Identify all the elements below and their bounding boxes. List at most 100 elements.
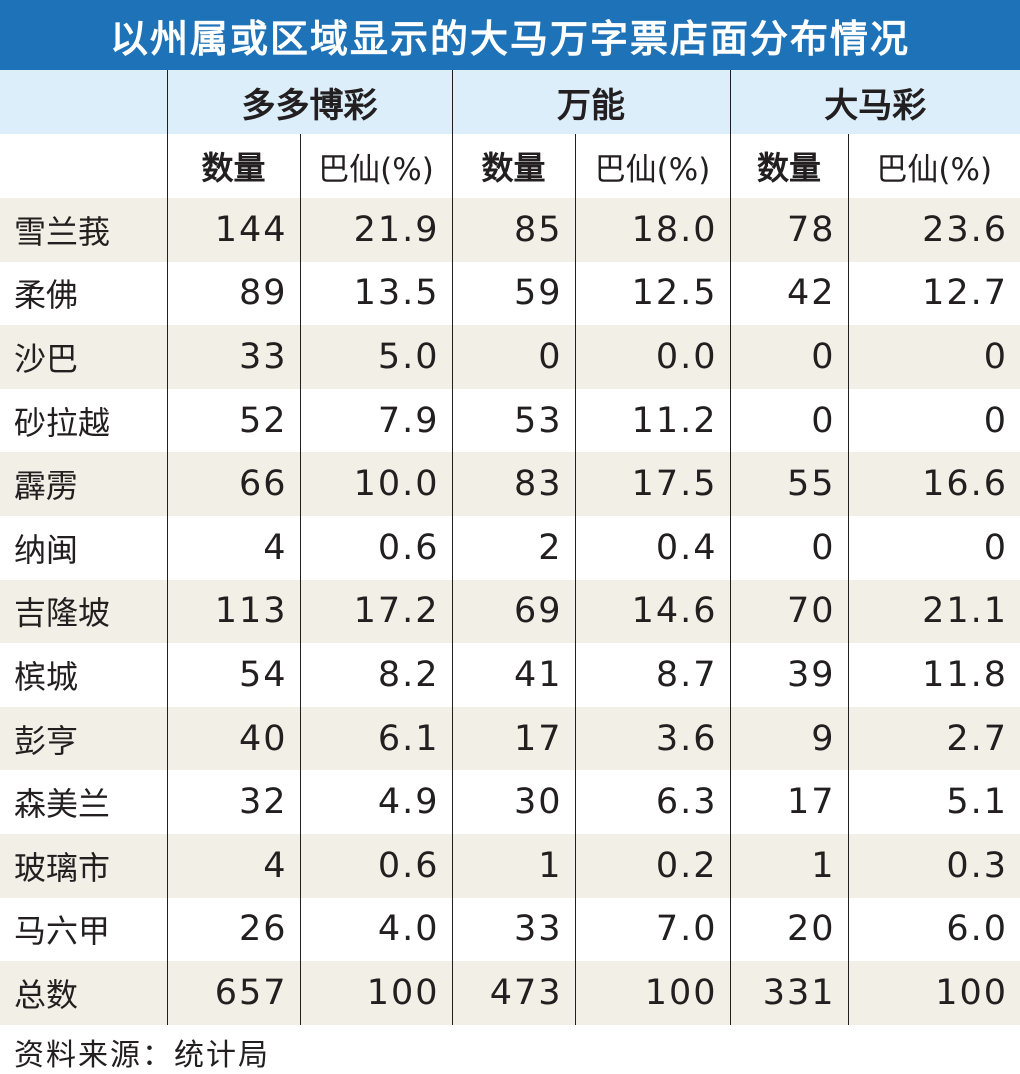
- table-row: 雪兰莪 144 21.9 85 18.0 78 23.6: [0, 198, 1020, 262]
- sub-header-row: 数量 巴仙(%) 数量 巴仙(%) 数量 巴仙(%): [0, 134, 1020, 198]
- count-cell: 41: [451, 643, 575, 707]
- state-name-cell: 霹雳: [0, 452, 167, 516]
- percent-cell: 4.9: [299, 770, 452, 834]
- count-cell: 39: [729, 643, 848, 707]
- count-cell: 83: [451, 452, 575, 516]
- percent-cell: 16.6: [847, 452, 1020, 516]
- percent-cell: 0: [847, 388, 1020, 453]
- count-cell: 17: [451, 706, 575, 771]
- count-cell: 17: [729, 770, 848, 834]
- count-cell: 4: [166, 833, 300, 898]
- count-header: 数量: [166, 134, 300, 198]
- table-row: 霹雳 66 10.0 83 17.5 55 16.6: [0, 452, 1020, 516]
- corner-cell: [0, 134, 167, 198]
- percent-header: 巴仙(%): [574, 134, 730, 198]
- percent-cell: 100: [574, 961, 730, 1025]
- group-header-row: 多多博彩 万能 大马彩: [0, 70, 1020, 134]
- percent-cell: 17.5: [574, 452, 730, 516]
- count-header: 数量: [729, 134, 848, 198]
- percent-cell: 3.6: [574, 706, 730, 771]
- table-row: 沙巴 33 5.0 0 0.0 0 0: [0, 325, 1020, 389]
- table-row: 马六甲 26 4.0 33 7.0 20 6.0: [0, 897, 1020, 962]
- percent-cell: 13.5: [299, 261, 452, 326]
- percent-cell: 4.0: [299, 897, 452, 962]
- percent-cell: 0: [847, 325, 1020, 389]
- group-header-dudu: 多多博彩: [166, 70, 452, 134]
- percent-header: 巴仙(%): [299, 134, 452, 198]
- group-header-wanneng: 万能: [451, 70, 730, 134]
- percent-cell: 0.2: [574, 833, 730, 898]
- percent-cell: 0: [847, 515, 1020, 580]
- count-cell: 657: [166, 961, 300, 1025]
- state-name-cell: 纳闽: [0, 515, 167, 580]
- count-cell: 33: [166, 325, 300, 389]
- state-name-cell: 柔佛: [0, 261, 167, 326]
- count-cell: 53: [451, 388, 575, 453]
- count-cell: 26: [166, 897, 300, 962]
- percent-cell: 14.6: [574, 579, 730, 644]
- percent-cell: 5.1: [847, 770, 1020, 834]
- percent-cell: 7.9: [299, 388, 452, 453]
- table-row: 总数 657 100 473 100 331 100: [0, 961, 1020, 1025]
- count-cell: 69: [451, 579, 575, 644]
- table-row: 纳闽 4 0.6 2 0.4 0 0: [0, 515, 1020, 580]
- table-row: 砂拉越 52 7.9 53 11.2 0 0: [0, 388, 1020, 453]
- percent-cell: 2.7: [847, 706, 1020, 771]
- percent-cell: 0.3: [847, 833, 1020, 898]
- count-cell: 30: [451, 770, 575, 834]
- percent-cell: 17.2: [299, 579, 452, 644]
- count-cell: 0: [729, 325, 848, 389]
- count-cell: 0: [451, 325, 575, 389]
- count-cell: 85: [451, 198, 575, 262]
- data-table: 多多博彩 万能 大马彩 数量 巴仙(%) 数量 巴仙(%) 数量 巴仙(%) 雪…: [0, 70, 1020, 1025]
- state-name-cell: 沙巴: [0, 325, 167, 389]
- count-cell: 0: [729, 388, 848, 453]
- source-note: 资料来源：统计局: [14, 1038, 270, 1073]
- count-cell: 9: [729, 706, 848, 771]
- state-name-cell: 雪兰莪: [0, 198, 167, 262]
- count-cell: 113: [166, 579, 300, 644]
- count-cell: 0: [729, 515, 848, 580]
- count-cell: 70: [729, 579, 848, 644]
- table-row: 森美兰 32 4.9 30 6.3 17 5.1: [0, 770, 1020, 834]
- count-cell: 1: [729, 833, 848, 898]
- count-cell: 331: [729, 961, 848, 1025]
- count-cell: 32: [166, 770, 300, 834]
- count-cell: 55: [729, 452, 848, 516]
- count-cell: 40: [166, 706, 300, 771]
- table-row: 玻璃市 4 0.6 1 0.2 1 0.3: [0, 833, 1020, 898]
- percent-cell: 8.2: [299, 643, 452, 707]
- percent-cell: 12.7: [847, 261, 1020, 326]
- table-title: 以州属或区域显示的大马万字票店面分布情况: [109, 16, 910, 61]
- percent-cell: 18.0: [574, 198, 730, 262]
- percent-cell: 11.8: [847, 643, 1020, 707]
- percent-cell: 7.0: [574, 897, 730, 962]
- count-cell: 144: [166, 198, 300, 262]
- count-cell: 78: [729, 198, 848, 262]
- table-row: 槟城 54 8.2 41 8.7 39 11.8: [0, 643, 1020, 707]
- count-cell: 89: [166, 261, 300, 326]
- percent-cell: 6.1: [299, 706, 452, 771]
- count-cell: 20: [729, 897, 848, 962]
- percent-cell: 0.6: [299, 833, 452, 898]
- percent-cell: 12.5: [574, 261, 730, 326]
- count-cell: 42: [729, 261, 848, 326]
- count-cell: 54: [166, 643, 300, 707]
- percent-cell: 6.3: [574, 770, 730, 834]
- percent-cell: 0.4: [574, 515, 730, 580]
- percent-cell: 21.1: [847, 579, 1020, 644]
- count-cell: 1: [451, 833, 575, 898]
- title-bar: 以州属或区域显示的大马万字票店面分布情况: [0, 0, 1020, 70]
- state-name-cell: 槟城: [0, 643, 167, 707]
- percent-cell: 0.6: [299, 515, 452, 580]
- count-cell: 52: [166, 388, 300, 453]
- count-cell: 33: [451, 897, 575, 962]
- count-cell: 59: [451, 261, 575, 326]
- percent-cell: 6.0: [847, 897, 1020, 962]
- group-header-damacai: 大马彩: [729, 70, 1020, 134]
- percent-cell: 23.6: [847, 198, 1020, 262]
- count-cell: 473: [451, 961, 575, 1025]
- table-row: 吉隆坡 113 17.2 69 14.6 70 21.1: [0, 579, 1020, 644]
- state-name-cell: 森美兰: [0, 770, 167, 834]
- percent-cell: 5.0: [299, 325, 452, 389]
